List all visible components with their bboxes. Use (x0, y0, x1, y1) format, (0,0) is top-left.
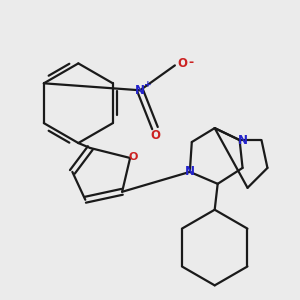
Text: O: O (129, 152, 138, 162)
Text: O: O (177, 56, 187, 70)
Text: -: - (189, 56, 194, 69)
Text: N: N (238, 134, 248, 146)
Text: N: N (185, 165, 195, 178)
Text: N: N (135, 84, 145, 97)
Text: O: O (150, 129, 160, 142)
Text: +: + (144, 80, 151, 89)
